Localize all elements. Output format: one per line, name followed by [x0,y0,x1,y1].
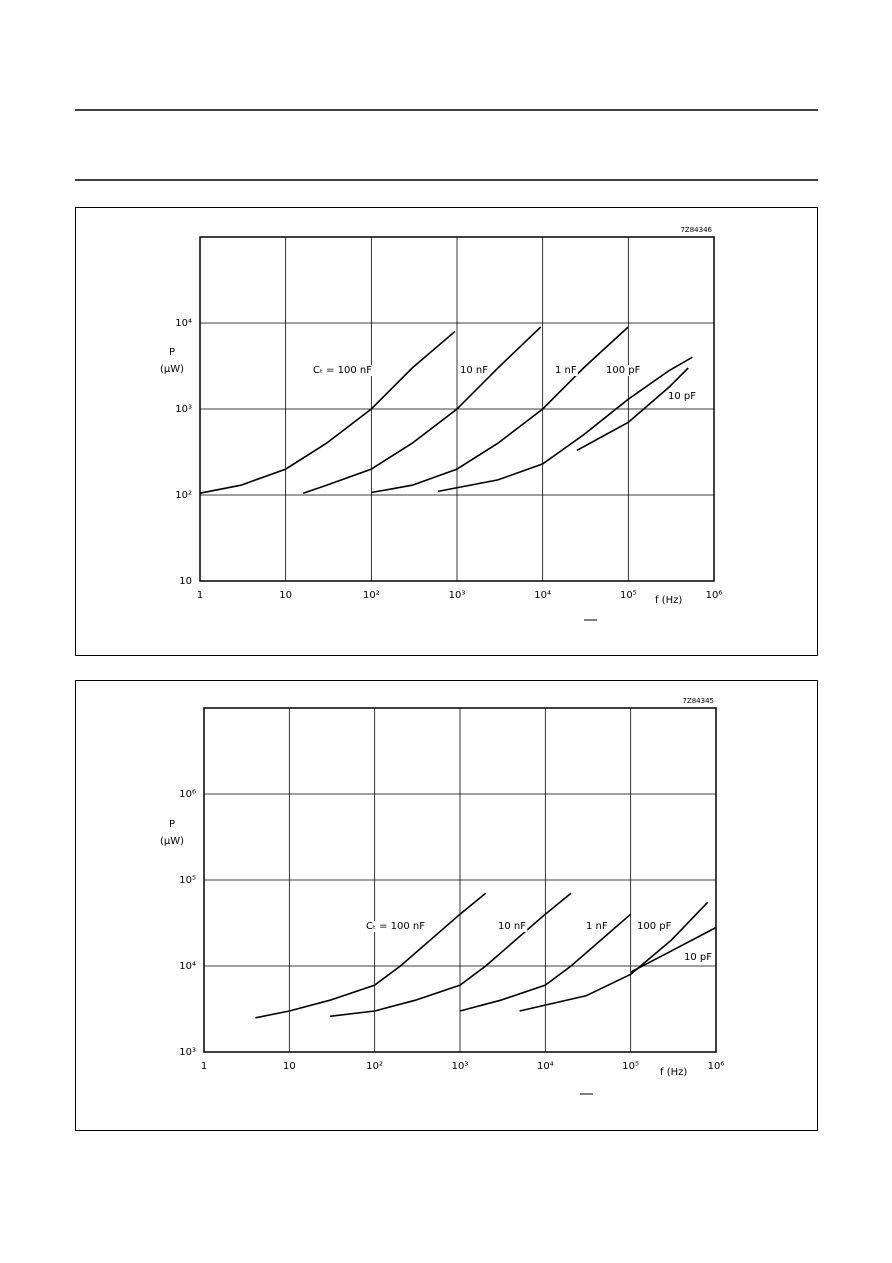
x-axis-label: f (Hz) [660,1067,687,1078]
label-background [365,921,427,932]
curve [329,892,572,1018]
y-tick-label: 10⁵ [179,875,196,886]
curve [255,892,487,1019]
x-tick-label: 10⁴ [537,1061,554,1072]
x-tick-label: 10² [363,590,380,601]
figure-code: 7Z84345 [682,697,714,705]
y-tick-label: 10⁴ [179,961,196,972]
x-tick-label: 10 [283,1061,296,1072]
curve-label: 1 nF [586,921,608,932]
label-background [636,921,673,932]
figure-code: 7Z84346 [680,226,712,234]
y-tick-label: 10² [175,490,192,501]
x-tick-label: 10⁴ [534,590,551,601]
curve-label: Cₜ = 100 nF [313,365,372,376]
label-background [459,365,490,376]
x-tick-label: 10⁵ [622,1061,639,1072]
y-tick-label: 10 [179,576,192,587]
figure-box [75,680,818,1131]
label-background [585,921,609,932]
y-tick-label: 10⁶ [179,789,196,800]
curve [519,901,709,1012]
x-tick-label: 10² [366,1061,383,1072]
x-tick-label: 10 [279,590,292,601]
curve-label: 100 pF [637,921,672,932]
y-tick-label: 10³ [175,404,192,415]
x-tick-label: 10⁶ [706,590,723,601]
x-tick-label: 10³ [452,1061,469,1072]
curve [302,326,542,494]
curve [630,926,717,973]
y-axis-label: P [169,819,175,830]
label-background [605,365,642,376]
x-tick-label: 1 [197,590,203,601]
x-tick-label: 1 [201,1061,207,1072]
x-axis-label: f (Hz) [655,595,682,606]
figure-box [75,207,818,656]
label-background [667,391,698,402]
label-background [683,952,714,963]
x-tick-label: 10⁶ [708,1061,725,1072]
curve [459,913,632,1012]
curve-label: 10 nF [460,365,488,376]
curve-label: 10 pF [668,391,696,402]
x-tick-label: 10⁵ [620,590,637,601]
label-background [312,365,374,376]
curve [437,356,693,493]
curve [576,367,689,452]
label-background [497,921,528,932]
x-tick-label: 10³ [449,590,466,601]
curve-label: 1 nF [555,365,577,376]
y-tick-label: 10³ [179,1047,196,1058]
label-background [554,365,578,376]
curve-label: 100 pF [606,365,641,376]
curve-label: Cₜ = 100 nF [366,921,425,932]
curve [371,326,629,494]
curve-label: 10 pF [684,952,712,963]
y-tick-label: 10⁴ [175,318,192,329]
curve-label: 10 nF [498,921,526,932]
curve [199,330,456,494]
y-axis-label: P [169,347,175,358]
y-axis-unit: (μW) [160,836,184,847]
y-axis-unit: (μW) [160,364,184,375]
